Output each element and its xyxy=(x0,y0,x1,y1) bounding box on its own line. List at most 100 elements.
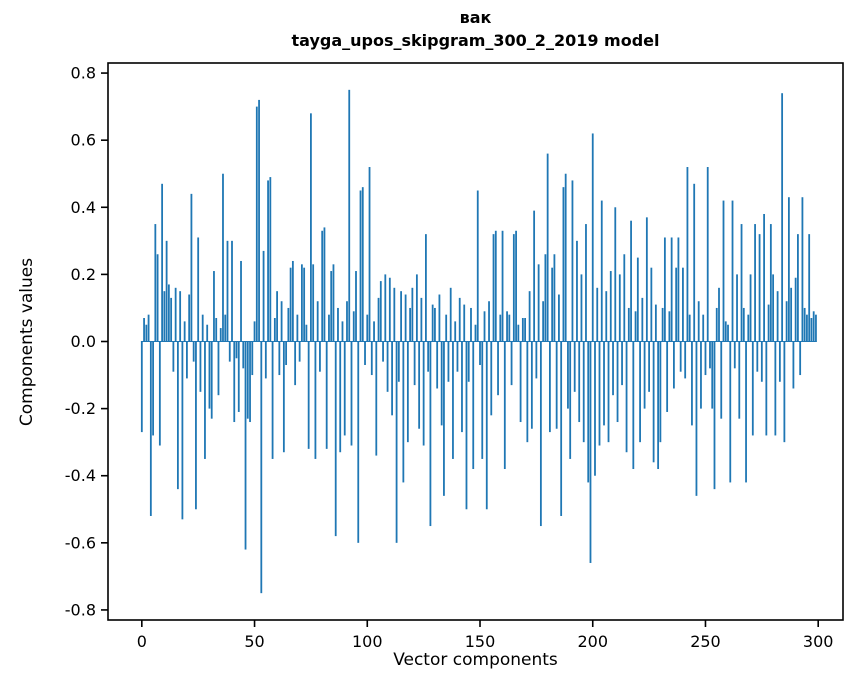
bar xyxy=(429,341,432,527)
bar xyxy=(479,341,481,365)
bar xyxy=(364,341,366,365)
bar xyxy=(512,234,515,342)
bar xyxy=(388,277,391,342)
bar xyxy=(341,321,344,342)
bar xyxy=(359,190,362,342)
bar xyxy=(736,274,738,342)
bar xyxy=(249,341,251,423)
bar xyxy=(745,341,747,483)
bar xyxy=(314,341,317,459)
bar xyxy=(585,224,587,342)
bar xyxy=(711,341,714,409)
bar xyxy=(400,291,402,342)
bar xyxy=(533,210,536,342)
bar xyxy=(776,291,779,342)
x-tick-label: 50 xyxy=(244,632,264,651)
bar xyxy=(258,99,260,342)
bar xyxy=(267,180,269,342)
bar xyxy=(598,341,601,446)
bar xyxy=(749,274,752,342)
bar xyxy=(643,341,646,409)
bar xyxy=(161,183,164,342)
bar xyxy=(461,341,463,433)
bar xyxy=(562,187,565,342)
bar xyxy=(539,341,542,527)
bar xyxy=(386,341,389,392)
bar xyxy=(700,341,702,409)
bar xyxy=(587,341,590,483)
bar xyxy=(614,207,617,342)
bar xyxy=(271,341,274,459)
bar xyxy=(373,321,375,342)
bar xyxy=(623,254,626,342)
bar xyxy=(287,307,290,342)
bar xyxy=(289,267,292,342)
bar xyxy=(208,341,211,409)
bar xyxy=(769,224,772,342)
bar xyxy=(542,301,545,342)
bar xyxy=(519,341,522,423)
bar xyxy=(186,341,188,379)
bar xyxy=(447,341,450,382)
bar xyxy=(397,341,400,382)
bar xyxy=(406,341,409,443)
bar xyxy=(298,341,301,362)
bar xyxy=(422,341,425,446)
bar xyxy=(524,318,526,342)
bar xyxy=(706,167,709,342)
bar xyxy=(772,274,775,342)
bar xyxy=(553,254,556,342)
bar xyxy=(810,318,813,342)
bar xyxy=(206,324,209,342)
bar xyxy=(201,314,204,342)
bar xyxy=(718,287,720,342)
bar xyxy=(197,237,200,342)
bar xyxy=(140,341,143,433)
bar xyxy=(569,341,572,459)
bar xyxy=(792,341,795,389)
bar xyxy=(790,287,793,342)
bar xyxy=(544,254,547,342)
bar xyxy=(499,314,502,342)
bar xyxy=(576,240,578,342)
bar xyxy=(251,341,254,376)
bar xyxy=(411,287,414,342)
bar xyxy=(729,341,732,483)
bar xyxy=(330,271,333,342)
bar xyxy=(546,153,549,342)
bar xyxy=(641,297,644,342)
bar xyxy=(264,341,267,379)
bar xyxy=(607,341,610,443)
bar xyxy=(506,311,508,342)
bar xyxy=(149,341,152,516)
bar xyxy=(325,341,328,449)
bar xyxy=(609,271,612,342)
bar xyxy=(321,230,324,342)
bar xyxy=(661,307,664,342)
bar xyxy=(425,234,427,342)
bar xyxy=(494,230,497,342)
bar xyxy=(476,190,479,342)
bar xyxy=(226,240,229,342)
bar xyxy=(296,314,299,342)
x-tick-label: 250 xyxy=(690,632,721,651)
bar xyxy=(673,341,675,389)
bar xyxy=(801,197,804,342)
bar xyxy=(262,250,265,342)
bar xyxy=(481,341,484,459)
bar xyxy=(370,341,373,376)
bar xyxy=(812,311,815,342)
bar xyxy=(181,341,184,520)
bar xyxy=(733,341,736,369)
bar xyxy=(443,341,445,496)
bar xyxy=(382,341,384,362)
bar xyxy=(393,287,396,342)
bar xyxy=(332,264,335,342)
chart-title: вак xyxy=(459,8,492,27)
bar xyxy=(688,314,691,342)
bar xyxy=(497,341,499,396)
x-tick-label: 200 xyxy=(577,632,608,651)
bar xyxy=(483,311,486,342)
bar xyxy=(260,341,263,594)
